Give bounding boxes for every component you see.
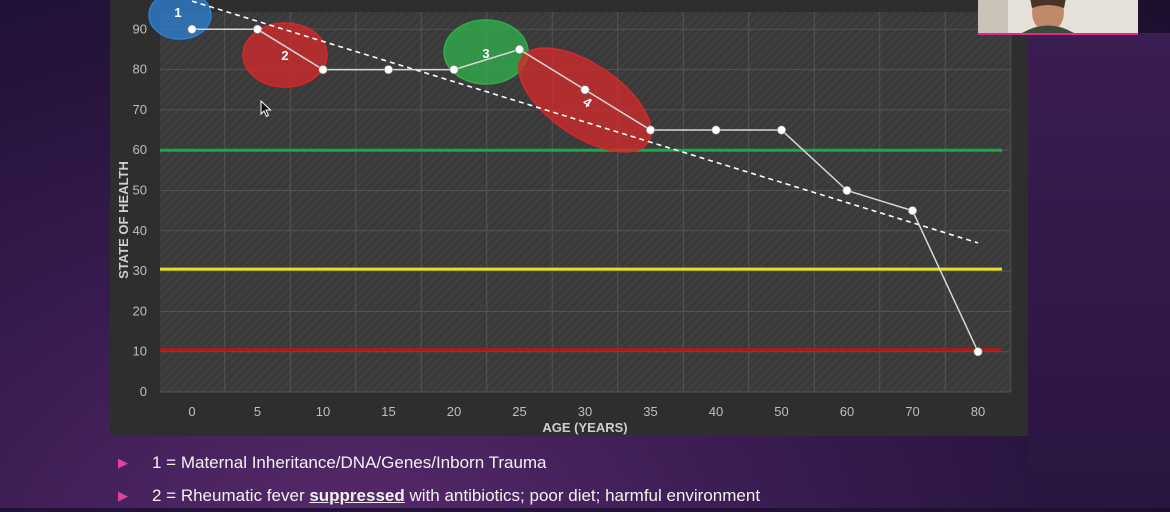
x-tick-label: 30 bbox=[578, 404, 592, 419]
x-tick-label: 5 bbox=[254, 404, 261, 419]
data-point bbox=[842, 186, 852, 196]
slide-edge bbox=[1028, 33, 1170, 508]
trend-line bbox=[191, 0, 979, 244]
x-tick-label: 60 bbox=[840, 404, 854, 419]
bullet-list: ▶ 1 = Maternal Inheritance/DNA/Genes/Inb… bbox=[118, 446, 1118, 512]
y-tick-label: 70 bbox=[133, 102, 147, 117]
bullet-marker-icon: ▶ bbox=[118, 454, 128, 470]
webcam-presenter bbox=[978, 0, 1138, 35]
y-tick-label: 90 bbox=[133, 21, 147, 36]
data-point bbox=[645, 125, 655, 135]
y-tick-label: 0 bbox=[140, 384, 147, 399]
bullet-item-2: ▶ 2 = Rheumatic fever suppressed with an… bbox=[118, 479, 1118, 512]
data-point bbox=[253, 24, 263, 34]
x-tick-label: 10 bbox=[316, 404, 330, 419]
x-axis-title: AGE (YEARS) bbox=[542, 420, 627, 435]
data-point bbox=[711, 125, 721, 135]
data-point bbox=[449, 65, 459, 75]
x-tick-label: 40 bbox=[709, 404, 723, 419]
data-point bbox=[514, 44, 524, 54]
bullet-item-1: ▶ 1 = Maternal Inheritance/DNA/Genes/Inb… bbox=[118, 446, 1118, 479]
data-point bbox=[318, 65, 328, 75]
x-tick-label: 50 bbox=[774, 404, 788, 419]
y-tick-label: 40 bbox=[133, 223, 147, 238]
annotation-ellipse-4 bbox=[518, 47, 652, 153]
bullet-text: 2 = Rheumatic fever suppressed with anti… bbox=[152, 486, 760, 506]
x-tick-label: 20 bbox=[447, 404, 461, 419]
bullet-text-after: with antibiotics; poor diet; harmful env… bbox=[404, 485, 761, 505]
bullet-marker-icon: ▶ bbox=[118, 487, 128, 503]
annotation-label-3: 3 bbox=[482, 46, 489, 61]
data-point bbox=[187, 24, 197, 34]
x-tick-label: 15 bbox=[381, 404, 395, 419]
y-tick-label: 60 bbox=[133, 142, 147, 157]
y-tick-label: 20 bbox=[133, 303, 147, 318]
y-tick-label: 10 bbox=[133, 344, 147, 359]
data-point bbox=[383, 65, 393, 75]
bullet-emphasis: suppressed bbox=[309, 485, 405, 505]
x-tick-label: 0 bbox=[188, 404, 195, 419]
y-axis-title: STATE OF HEALTH bbox=[116, 161, 131, 279]
cursor-arrow-icon bbox=[260, 100, 272, 118]
bullet-text-before: 2 = Rheumatic fever bbox=[152, 485, 310, 505]
x-tick-label: 80 bbox=[971, 404, 985, 419]
y-tick-label: 50 bbox=[133, 183, 147, 198]
annotation-label-2: 2 bbox=[281, 48, 288, 63]
annotation-ellipse-2 bbox=[242, 22, 328, 88]
x-tick-label: 25 bbox=[512, 404, 526, 419]
data-point bbox=[973, 347, 983, 357]
data-point bbox=[580, 85, 590, 95]
data-point bbox=[907, 206, 917, 216]
y-tick-label: 30 bbox=[133, 263, 147, 278]
y-tick-label: 80 bbox=[133, 62, 147, 77]
bullet-text: 1 = Maternal Inheritance/DNA/Genes/Inbor… bbox=[152, 452, 547, 472]
data-point bbox=[776, 125, 786, 135]
x-tick-label: 35 bbox=[643, 404, 657, 419]
x-tick-label: 70 bbox=[905, 404, 919, 419]
annotation-label-1: 1 bbox=[174, 5, 181, 20]
